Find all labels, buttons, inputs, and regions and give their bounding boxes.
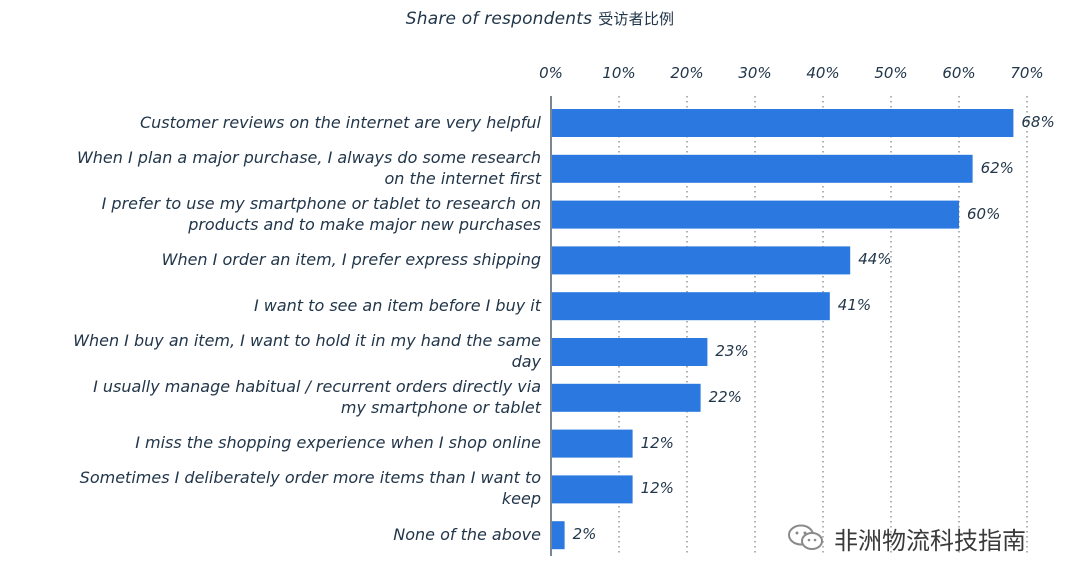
x-tick-label: 40% [806, 64, 840, 82]
x-tick-label: 60% [942, 64, 976, 82]
bar [552, 429, 633, 458]
bar [552, 109, 1014, 137]
category-label: Sometimes I deliberately order more item… [79, 468, 541, 509]
data-label: 2% [572, 525, 597, 544]
x-tick-label: 70% [1010, 64, 1044, 82]
category-label: When I plan a major purchase, I always d… [76, 147, 541, 188]
wechat-icon [788, 524, 823, 550]
category-label: I usually manage habitual / recurrent or… [93, 376, 541, 417]
bar [552, 338, 708, 366]
category-label: I want to see an item before I buy it [253, 295, 541, 315]
chart-title: Share of respondents 受访者比例 [0, 8, 1080, 29]
data-label: 60% [967, 204, 1001, 223]
x-tick-label: 20% [670, 64, 704, 82]
bar [552, 383, 701, 412]
data-label: 44% [858, 250, 892, 269]
data-label: 62% [980, 158, 1014, 177]
category-label: When I buy an item, I want to hold it in… [73, 331, 541, 371]
watermark: 非洲物流科技指南 [786, 520, 1026, 556]
data-label: 23% [715, 342, 749, 360]
x-tick-label: 50% [874, 64, 908, 82]
chart-title-en: Share of respondents [405, 9, 593, 29]
x-tick-label: 10% [602, 64, 636, 82]
bar [552, 200, 959, 229]
bar [552, 475, 633, 504]
data-label: 12% [640, 433, 674, 452]
data-label: 68% [1021, 113, 1055, 131]
category-label: Customer reviews on the internet are ver… [139, 112, 541, 132]
category-label: When I order an item, I prefer express s… [161, 249, 541, 269]
category-label: None of the above [393, 524, 541, 544]
data-label: 22% [708, 387, 742, 406]
bar [552, 521, 565, 550]
category-label: I prefer to use my smartphone or tablet … [101, 193, 541, 234]
watermark-text: 非洲物流科技指南 [834, 526, 1026, 555]
category-label: I miss the shopping experience when I sh… [135, 433, 541, 453]
bar [552, 246, 851, 275]
bar [552, 154, 973, 183]
bar [552, 292, 830, 321]
x-tick-label: 0% [539, 64, 563, 82]
x-tick-label: 30% [738, 64, 772, 82]
data-label: 41% [837, 296, 872, 315]
chart-title-zh: 受访者比例 [598, 10, 675, 28]
data-label: 12% [640, 479, 674, 498]
